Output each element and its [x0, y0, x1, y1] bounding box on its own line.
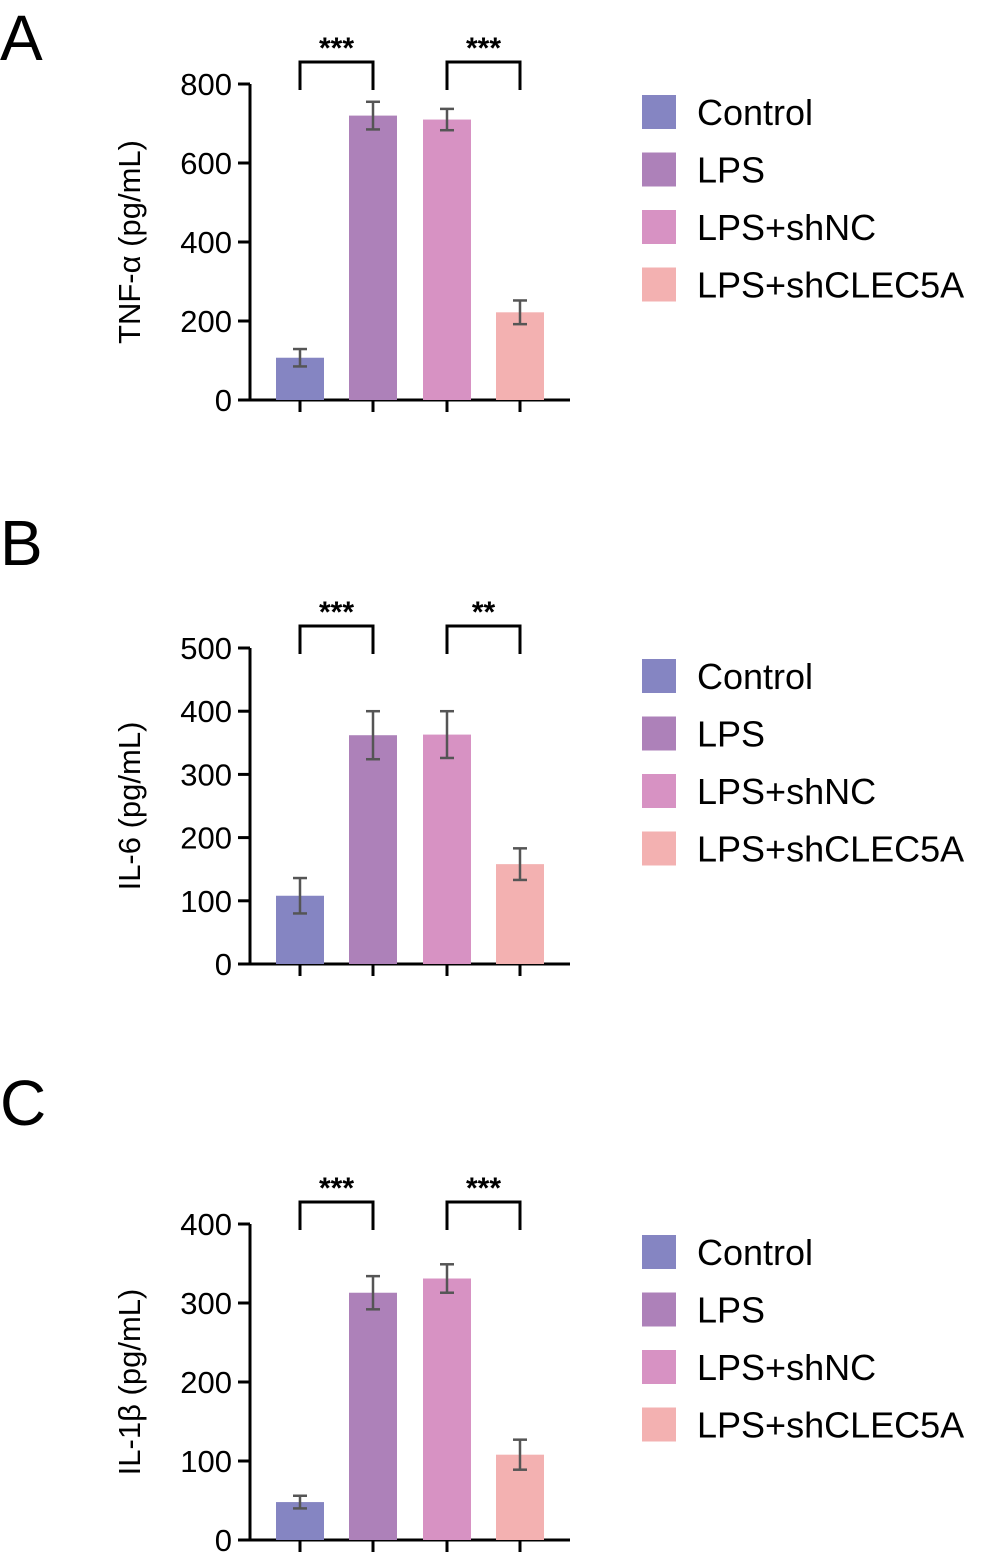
legend-label: Control — [697, 656, 813, 697]
significance-bracket — [445, 1200, 522, 1230]
legend-swatch — [642, 774, 676, 808]
y-tick-label: 300 — [180, 1286, 232, 1321]
bar-lps-shnc — [423, 734, 471, 964]
legend-swatch — [642, 1292, 676, 1327]
panel-letter: B — [0, 507, 43, 579]
y-tick-label: 0 — [215, 1523, 232, 1556]
panel-letter: A — [0, 2, 43, 74]
legend-swatch — [642, 267, 676, 302]
y-axis-label: TNF-α (pg/mL) — [112, 140, 147, 344]
significance-bracket — [445, 624, 522, 654]
panel-letter: C — [0, 1067, 46, 1139]
significance-label: *** — [466, 32, 501, 65]
legend-swatch — [642, 210, 676, 244]
legend-swatch — [642, 831, 676, 866]
legend-label: LPS+shNC — [697, 1347, 876, 1388]
legend: Control LPS LPS+shNC LPS+shCLEC5A — [642, 656, 964, 870]
legend-swatch — [642, 1407, 676, 1442]
y-tick-label: 800 — [180, 67, 232, 102]
significance-bracket — [298, 624, 375, 654]
legend-swatch — [642, 716, 676, 751]
significance-label: *** — [319, 1172, 354, 1205]
y-tick-label: 400 — [180, 1207, 232, 1242]
y-tick-label: 100 — [180, 884, 232, 919]
significance-bracket — [298, 60, 375, 90]
chart-panel-a: A 0 200 400 600 800 TNF-α (pg/mL) *** *** Control… — [0, 2, 964, 418]
legend: Control LPS LPS+shNC LPS+shCLEC5A — [642, 1232, 964, 1446]
y-tick-label: 200 — [180, 304, 232, 339]
legend-label: LPS+shNC — [697, 207, 876, 248]
bar-lps — [349, 735, 397, 964]
legend-label: LPS+shCLEC5A — [697, 265, 964, 306]
legend-swatch — [642, 1235, 676, 1269]
legend-label: LPS — [697, 150, 765, 191]
y-tick-label: 500 — [180, 631, 232, 666]
significance-label: *** — [466, 1172, 501, 1205]
significance-bracket — [298, 1200, 375, 1230]
legend-label: LPS+shCLEC5A — [697, 829, 964, 870]
bar-lps — [349, 1292, 397, 1540]
bar-lps-shnc — [423, 119, 471, 401]
y-tick-label: 200 — [180, 821, 232, 856]
legend-label: Control — [697, 92, 813, 133]
bar-lps-shclec5a — [496, 312, 544, 400]
y-tick-label: 200 — [180, 1365, 232, 1400]
y-tick-label: 100 — [180, 1444, 232, 1479]
bar-lps — [349, 115, 397, 400]
legend-label: LPS+shNC — [697, 771, 876, 812]
legend: Control LPS LPS+shNC LPS+shCLEC5A — [642, 92, 964, 306]
legend-swatch — [642, 152, 676, 187]
y-tick-label: 600 — [180, 146, 232, 181]
legend-label: LPS — [697, 714, 765, 755]
bar-lps-shnc — [423, 1278, 471, 1540]
y-axis-label: IL-6 (pg/mL) — [112, 722, 147, 891]
legend-swatch — [642, 1350, 676, 1384]
significance-bracket — [445, 60, 522, 90]
legend-swatch — [642, 659, 676, 693]
legend-label: Control — [697, 1232, 813, 1273]
y-axis-label: IL-1β (pg/mL) — [112, 1289, 147, 1476]
y-tick-label: 0 — [215, 383, 232, 418]
y-tick-label: 0 — [215, 947, 232, 982]
legend-label: LPS — [697, 1290, 765, 1331]
significance-label: *** — [319, 596, 354, 629]
significance-label: *** — [319, 32, 354, 65]
significance-label: ** — [472, 596, 496, 629]
chart-panel-c: C 0 100 200 300 400 IL-1β (pg/mL) *** *** Control… — [0, 1067, 964, 1556]
y-tick-label: 400 — [180, 225, 232, 260]
legend-swatch — [642, 95, 676, 129]
y-tick-label: 300 — [180, 757, 232, 792]
y-tick-label: 400 — [180, 694, 232, 729]
legend-label: LPS+shCLEC5A — [697, 1405, 964, 1446]
